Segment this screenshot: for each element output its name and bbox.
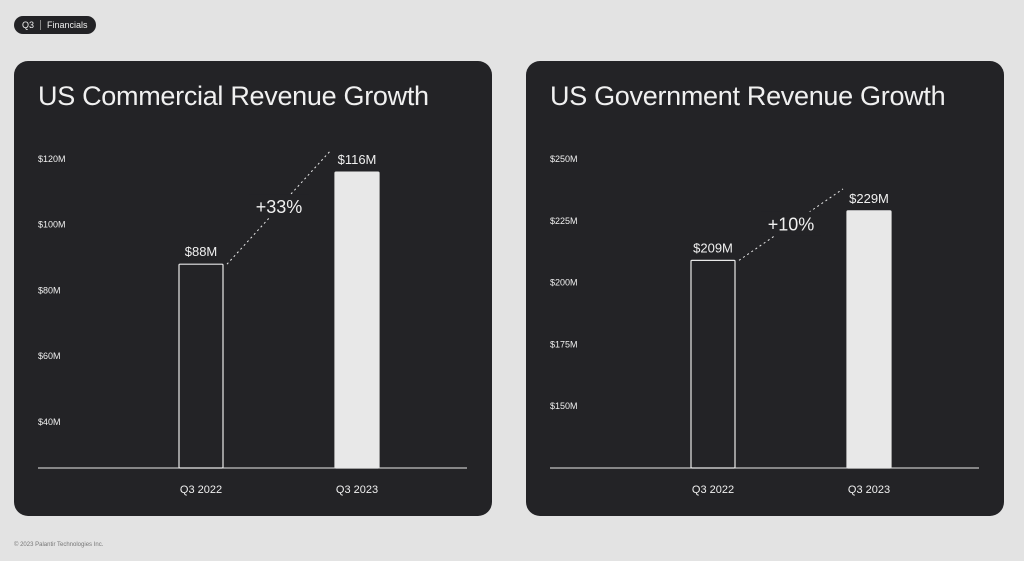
section-tag: Q3 Financials <box>14 16 96 34</box>
growth-percentage-label: +10% <box>768 215 815 235</box>
chart-title: US Government Revenue Growth <box>550 81 946 111</box>
y-tick-label: $200M <box>550 278 578 288</box>
y-tick-label: $120M <box>38 154 66 164</box>
growth-label-backdrop <box>249 194 309 219</box>
growth-percentage-label: +33% <box>256 197 303 217</box>
bar-value-label: $116M <box>338 152 377 167</box>
financials-tag: Financials <box>47 20 88 30</box>
chart-title: US Commercial Revenue Growth <box>38 81 429 111</box>
x-tick-label: Q3 2022 <box>692 484 734 496</box>
copyright-footer: © 2023 Palantir Technologies Inc. <box>14 542 104 548</box>
commercial-revenue-chart: $40M $60M $80M $100M $120M $88M Q3 2022 $116M Q3… <box>38 149 467 496</box>
x-tick-label: Q3 2022 <box>180 484 222 496</box>
y-tick-label: $40M <box>38 417 61 427</box>
y-tick-label: $60M <box>38 351 61 361</box>
bar-value-label: $209M <box>693 240 733 255</box>
y-tick-label: $100M <box>38 220 66 230</box>
bar-q3-2023 <box>334 171 380 469</box>
y-tick-label: $250M <box>550 154 578 164</box>
quarter-tag: Q3 <box>22 20 42 30</box>
x-tick-label: Q3 2023 <box>848 484 890 496</box>
y-tick-label: $150M <box>550 401 578 411</box>
growth-connector <box>226 149 332 265</box>
bar-value-label: $229M <box>849 191 889 206</box>
bar-q3-2023 <box>846 210 892 469</box>
government-chart-panel: US Government Revenue Growth $150M $175M $… <box>526 61 1004 516</box>
y-tick-label: $175M <box>550 339 578 349</box>
y-tick-label: $225M <box>550 216 578 226</box>
government-revenue-chart: $150M $175M $200M $225M $250M $209M Q3 2022 $22… <box>550 154 979 496</box>
commercial-chart-panel: US Commercial Revenue Growth $40M $60M $80… <box>14 61 492 516</box>
growth-label-backdrop <box>761 211 821 236</box>
bar-q3-2022 <box>690 259 736 469</box>
bar-q3-2022 <box>178 263 224 469</box>
x-tick-label: Q3 2023 <box>336 484 378 496</box>
growth-connector <box>738 188 844 261</box>
y-tick-label: $80M <box>38 285 61 295</box>
bar-value-label: $88M <box>185 244 218 259</box>
